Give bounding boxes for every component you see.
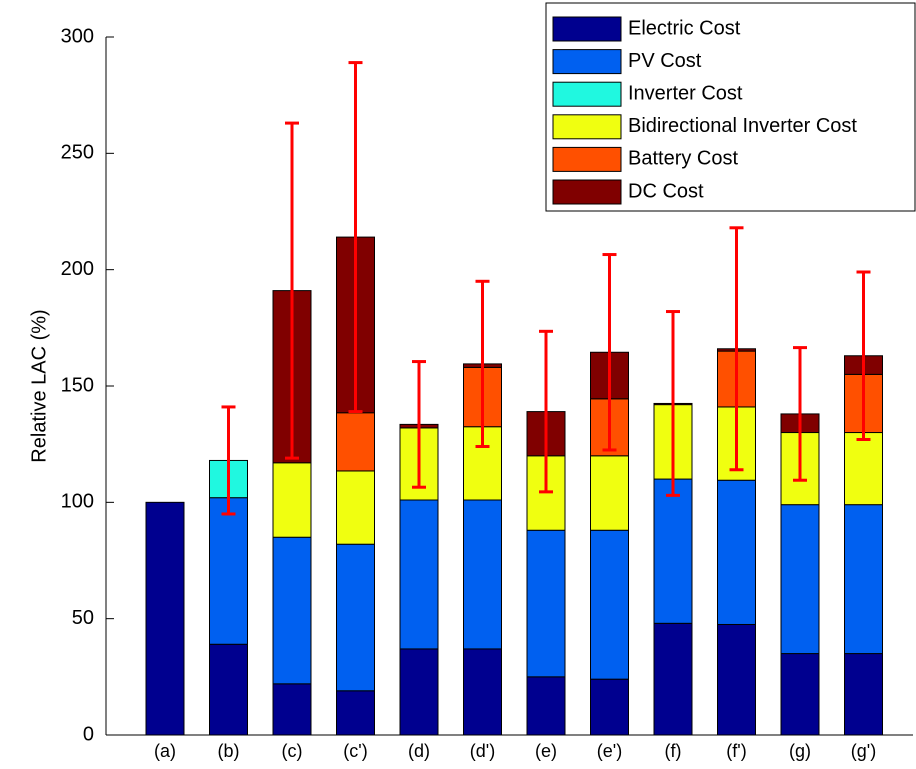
bar-segment [336,690,375,736]
bar-segment [844,504,883,655]
bar-segment [526,529,566,678]
legend-swatch [552,49,622,75]
x-tick-label: (c) [282,741,303,761]
legend-swatch [552,114,622,140]
bar-segment [590,529,629,680]
bar-segment [844,432,883,506]
y-tick-label: 50 [72,607,94,629]
bar-segment [780,653,820,736]
legend-label: PV Cost [628,50,702,72]
y-tick-label: 150 [61,374,94,396]
x-tick-label: (g) [789,741,811,761]
x-tick-label: (c') [343,741,367,761]
x-tick-label: (e') [597,741,622,761]
legend-swatch [552,81,622,107]
legend-swatch [552,16,622,42]
y-tick-label: 100 [61,491,94,513]
bar-segment [844,653,883,736]
bar-segment [209,643,248,736]
bar-segment [717,479,756,625]
bar-segment [463,499,502,650]
bar-segment [526,676,566,736]
bar-segment [590,455,629,531]
x-tick-label: (d') [470,741,495,761]
y-tick-label: 300 [61,25,94,47]
bar-segment [209,497,248,645]
legend-swatch [552,146,622,172]
bar-segment [272,536,312,685]
x-tick-label: (e) [535,741,557,761]
bar-segment [653,478,693,624]
legend-label: Inverter Cost [628,82,743,104]
bar-segment [145,501,185,736]
y-tick-label: 200 [61,258,94,280]
y-axis-label: Relative LAC (%) [28,309,50,462]
x-tick-label: (d) [408,741,430,761]
x-tick-label: (f') [726,741,746,761]
legend-label: DC Cost [628,180,704,202]
legend-label: Battery Cost [628,148,738,170]
bar-segment [399,648,439,736]
legend-label: Electric Cost [628,17,741,39]
bar-segment [590,678,629,736]
legend-swatch [552,179,622,205]
bar-segment [272,462,312,538]
bar-segment [653,622,693,736]
x-tick-label: (b) [218,741,240,761]
bar-segment [717,623,756,736]
x-tick-label: (f) [665,741,682,761]
bar-segment [336,543,375,692]
y-tick-label: 250 [61,142,94,164]
bar-segment [272,683,312,736]
bar-segment [336,412,375,472]
x-tick-label: (a) [154,741,176,761]
y-tick-label: 0 [83,723,94,745]
bar-segment [780,504,820,655]
x-tick-label: (g') [851,741,876,761]
bar-segment [463,648,502,736]
bar-segment [336,470,375,545]
bar-segment [399,499,439,650]
legend-label: Bidirectional Inverter Cost [628,115,857,137]
